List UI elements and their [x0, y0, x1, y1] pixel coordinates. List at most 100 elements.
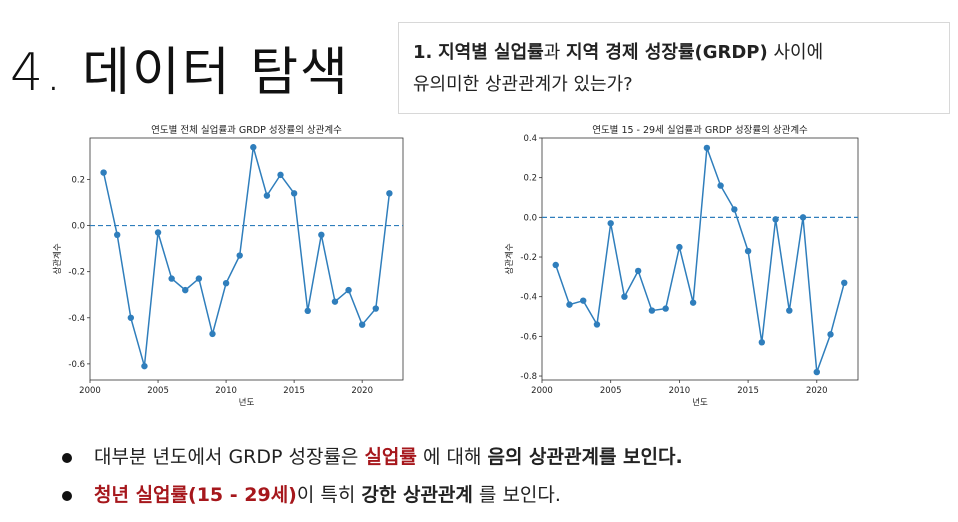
bullet-1-highlight: 실업률 — [364, 446, 417, 468]
y-tick-label: -0.2 — [68, 268, 85, 278]
data-point — [222, 280, 230, 287]
data-point — [154, 229, 162, 236]
data-point — [786, 307, 793, 314]
chart-youth-unemployment: 연도별 15 - 29세 실업률과 GRDP 성장률의 상관계수 2000 2005… — [504, 124, 859, 408]
data-point — [758, 339, 766, 346]
data-point — [100, 169, 107, 176]
y-tick-label: 0.0 — [523, 213, 537, 223]
bullet-dot-icon — [62, 490, 72, 501]
question-box: 1. 지역별 실업률과 지역 경제 성장률(GRDP) 사이에 유의미한 상관관… — [398, 22, 950, 114]
data-point — [250, 144, 257, 151]
data-point — [676, 243, 683, 251]
data-point — [841, 279, 848, 287]
data-point — [717, 182, 724, 189]
x-tick-label: 2010 — [669, 386, 691, 396]
data-point — [277, 171, 284, 179]
data-point — [703, 144, 711, 152]
bullet-2-highlight: 청년 실업률(15 - 29세) — [94, 484, 297, 506]
x-tick-label: 2000 — [531, 386, 553, 396]
data-point — [566, 301, 573, 308]
data-point — [141, 362, 148, 370]
y-tick-label: -0.2 — [520, 253, 537, 263]
x-tick-label: 2000 — [79, 386, 101, 396]
x-tick-label: 2020 — [351, 386, 373, 396]
data-point — [648, 307, 656, 314]
bullet-1-text-c: 에 대해 — [416, 446, 488, 468]
data-point — [662, 305, 669, 312]
data-point — [195, 275, 203, 282]
data-point — [689, 299, 697, 306]
data-point — [318, 231, 325, 238]
data-point — [127, 314, 135, 321]
data-point — [634, 267, 642, 275]
slide-title: 4. 데이터 탐색 — [10, 43, 350, 103]
data-point — [593, 321, 601, 328]
x-tick-label: 2010 — [215, 386, 237, 396]
data-point — [182, 286, 189, 294]
data-point — [209, 330, 216, 338]
data-point — [552, 261, 559, 269]
x-tick-label: 2005 — [147, 386, 169, 396]
data-point — [304, 307, 311, 315]
bullet-item-2: 청년 실업률(15 - 29세)이 특히 강한 상관관계 를 보인다. — [62, 476, 683, 514]
data-point — [799, 214, 807, 221]
data-point — [290, 190, 298, 197]
data-point — [372, 305, 379, 312]
y-tick-label: -0.6 — [68, 360, 85, 370]
data-point — [263, 192, 271, 199]
x-axis-label: 년도 — [692, 397, 708, 408]
bullet-2-text-d: 를 보인다. — [472, 484, 561, 506]
question-tail: 사이에 — [773, 42, 824, 63]
series-line — [554, 147, 846, 373]
data-point — [345, 286, 352, 294]
data-point — [744, 247, 752, 255]
bullet-2-text-b: 이 특히 — [296, 484, 362, 506]
y-axis-label: 상관계수 — [504, 243, 515, 274]
bullet-list: 대부분 년도에서 GRDP 성장률은 실업률 에 대해 음의 상관관계를 보인다… — [62, 438, 683, 514]
data-point — [827, 331, 834, 338]
data-point — [731, 206, 738, 213]
y-tick-label: 0.0 — [71, 222, 85, 232]
y-tick-label: -0.4 — [68, 314, 85, 324]
x-axis-label: 년도 — [239, 397, 255, 408]
question-conj: 과 — [543, 42, 561, 63]
question-line-2: 유의미한 상관관계가 있는가? — [413, 74, 633, 95]
bullet-1-text-a: 대부분 년도에서 GRDP 성장률은 — [94, 446, 365, 468]
data-point — [772, 216, 779, 223]
data-point — [386, 190, 393, 197]
y-tick-label: 0.2 — [71, 175, 85, 185]
x-tick-label: 2015 — [283, 386, 305, 396]
bullet-item-1: 대부분 년도에서 GRDP 성장률은 실업률 에 대해 음의 상관관계를 보인다… — [62, 438, 683, 476]
question-term-grdp: 지역 경제 성장률(GRDP) — [566, 42, 768, 63]
data-point — [813, 368, 820, 376]
x-tick-label: 2005 — [600, 386, 622, 396]
data-point — [236, 252, 243, 259]
question-line-1: 1. 지역별 실업률과 지역 경제 성장률(GRDP) 사이에 — [413, 37, 935, 69]
data-point — [580, 297, 587, 304]
y-axis-label: 상관계수 — [52, 243, 63, 274]
plot-frame — [541, 137, 859, 381]
y-tick-label: 0.2 — [523, 174, 537, 184]
chart-total-unemployment: 연도별 전체 실업률과 GRDP 성장률의 상관계수 2000 2005 2010 20… — [52, 124, 404, 408]
x-tick-label: 2020 — [806, 386, 828, 396]
data-point — [358, 321, 366, 328]
data-point — [607, 220, 614, 227]
series-line — [102, 146, 391, 367]
plot-frame — [89, 137, 404, 381]
y-tick-label: -0.4 — [520, 293, 537, 303]
bullet-2-emphasis: 강한 상관관계 — [361, 484, 473, 506]
x-tick-label: 2015 — [737, 386, 759, 396]
chart-title: 연도별 전체 실업률과 GRDP 성장률의 상관계수 — [151, 124, 342, 136]
data-point — [621, 293, 628, 300]
bullet-1-emphasis: 음의 상관관계를 보인다. — [487, 446, 683, 468]
y-tick-label: -0.6 — [520, 332, 537, 342]
bullet-dot-icon — [62, 452, 72, 463]
question-term-unemployment: 지역별 실업률 — [438, 42, 544, 63]
data-point — [114, 231, 121, 238]
chart-title: 연도별 15 - 29세 실업률과 GRDP 성장률의 상관계수 — [592, 124, 808, 136]
question-number: 1. — [413, 42, 433, 63]
y-tick-label: -0.8 — [520, 372, 537, 382]
data-point — [168, 275, 175, 282]
y-tick-label: 0.4 — [523, 134, 537, 144]
data-point — [331, 298, 339, 305]
